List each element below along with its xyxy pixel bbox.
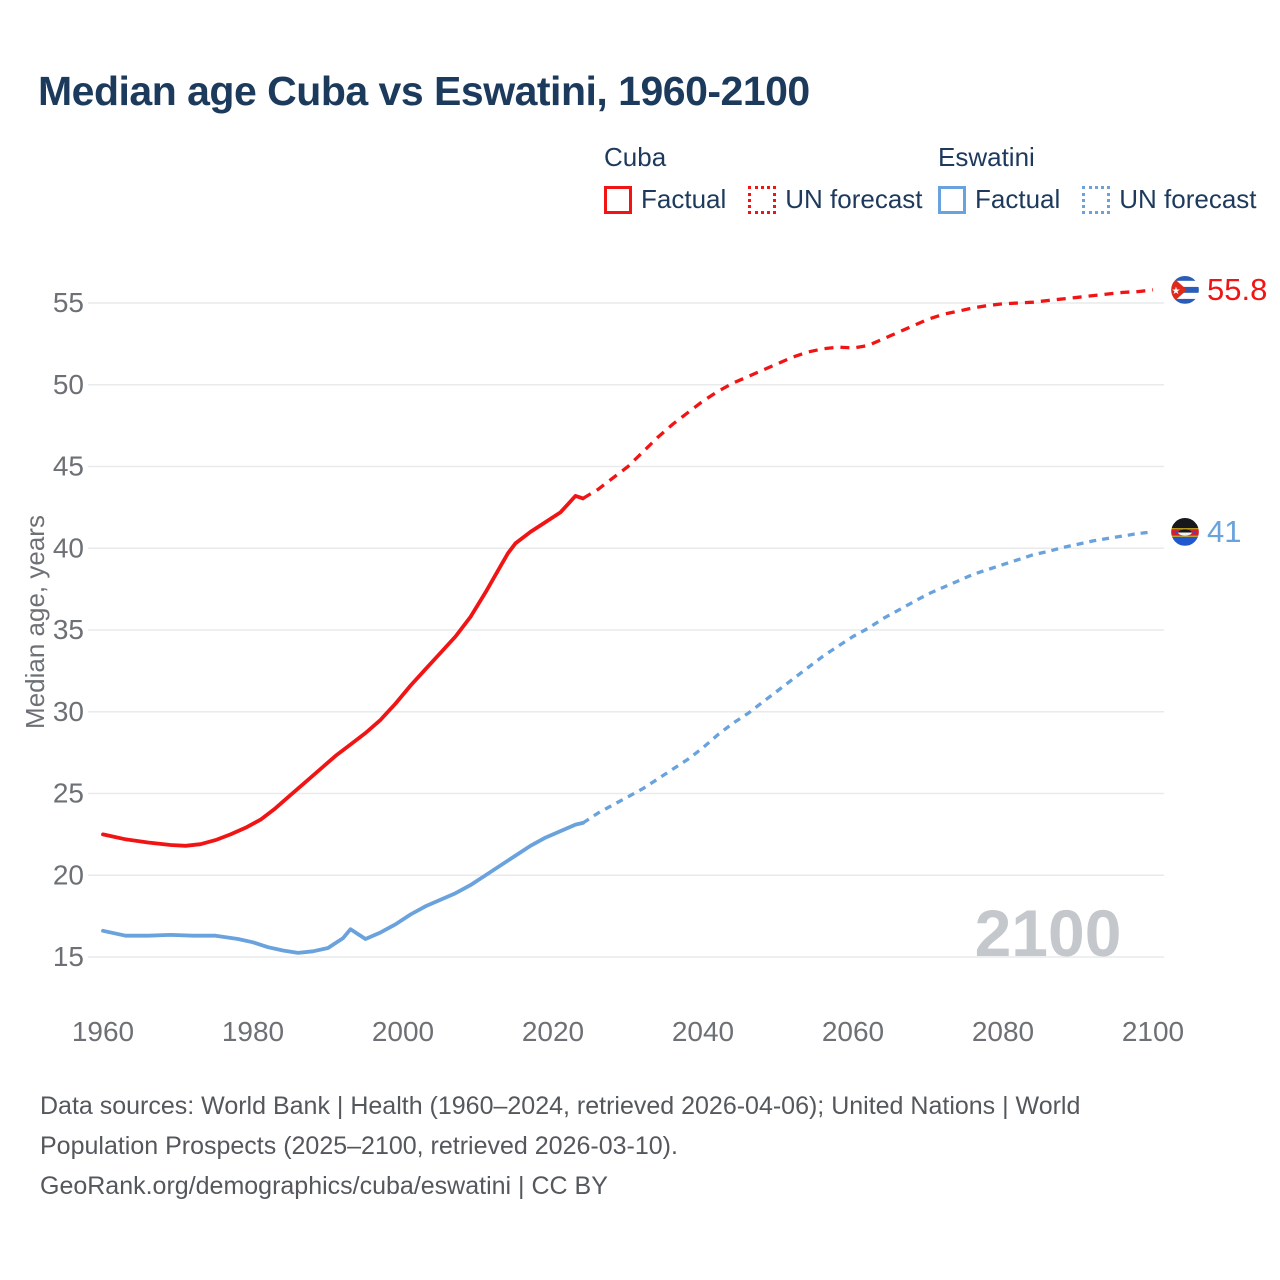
- x-tick-label: 2100: [1122, 1016, 1184, 1047]
- y-axis-title: Median age, years: [20, 515, 50, 729]
- x-tick-label: 2060: [822, 1016, 884, 1047]
- year-watermark: 2100: [975, 896, 1122, 970]
- legend-group-cuba: Cuba Factual UN forecast: [604, 142, 923, 215]
- legend-swatch-solid-icon: [938, 185, 966, 214]
- footer-line: GeoRank.org/demographics/cuba/eswatini |…: [40, 1172, 608, 1200]
- y-tick-label: 40: [53, 532, 84, 563]
- legend-swatch-dotted-icon: [1082, 185, 1111, 214]
- series-line-cuba-un-forecast: [582, 288, 1154, 500]
- y-tick-label: 20: [53, 859, 84, 890]
- series-line-eswatini-factual: [101, 821, 585, 955]
- legend-swatch-solid-icon: [604, 185, 632, 214]
- legend-group-title: Eswatini: [938, 142, 1035, 172]
- legend-item-label: Factual: [975, 184, 1061, 214]
- x-tick-label: 2080: [972, 1016, 1034, 1047]
- eswatini-flag-ring: [1169, 516, 1201, 548]
- legend-group-title: Cuba: [604, 142, 667, 172]
- x-tick-label: 2000: [372, 1016, 434, 1047]
- eswatini-flag-icon: [1170, 517, 1200, 547]
- footer-line: Data sources: World Bank | Health (1960–…: [40, 1092, 1081, 1120]
- x-tick-label: 2020: [522, 1016, 584, 1047]
- y-tick-label: 45: [53, 451, 84, 482]
- page-title: Median age Cuba vs Eswatini, 1960-2100: [38, 68, 810, 114]
- legend-item-eswatini-forecast[interactable]: UN forecast: [1082, 184, 1257, 215]
- legend-item-label: UN forecast: [785, 184, 923, 214]
- legend-item-cuba-factual[interactable]: Factual: [604, 184, 726, 215]
- y-tick-label: 55: [53, 287, 84, 318]
- legend-row: Factual UN forecast: [604, 184, 923, 215]
- legend-item-eswatini-factual[interactable]: Factual: [938, 184, 1060, 215]
- legend-item-cuba-forecast[interactable]: UN forecast: [748, 184, 923, 215]
- legend-swatch-dotted-icon: [748, 185, 777, 214]
- footer-line: Population Prospects (2025–2100, retriev…: [40, 1132, 678, 1160]
- series-line-eswatini-un-forecast: [582, 530, 1154, 825]
- x-tick-label: 1960: [72, 1016, 134, 1047]
- legend-item-label: UN forecast: [1119, 184, 1257, 214]
- y-tick-label: 15: [53, 941, 84, 972]
- end-value-label-eswatini: 41: [1207, 514, 1241, 549]
- y-tick-label: 35: [53, 614, 84, 645]
- cuba-flag-ring: [1169, 274, 1201, 306]
- series-line-cuba-factual: [101, 494, 585, 848]
- end-value-label-cuba: 55.8: [1207, 272, 1267, 307]
- legend-group-eswatini: Eswatini Factual UN forecast: [938, 142, 1257, 215]
- data-sources-footer: Data sources: World Bank | Health (1960–…: [40, 1086, 1080, 1206]
- y-tick-label: 25: [53, 778, 84, 809]
- y-tick-label: 50: [53, 369, 84, 400]
- legend-item-label: Factual: [641, 184, 727, 214]
- legend-row: Factual UN forecast: [938, 184, 1257, 215]
- cuba-flag-icon: ★: [1170, 275, 1200, 305]
- y-tick-label: 30: [53, 696, 84, 727]
- x-tick-label: 1980: [222, 1016, 284, 1047]
- svg-text:★: ★: [1172, 286, 1181, 297]
- x-tick-label: 2040: [672, 1016, 734, 1047]
